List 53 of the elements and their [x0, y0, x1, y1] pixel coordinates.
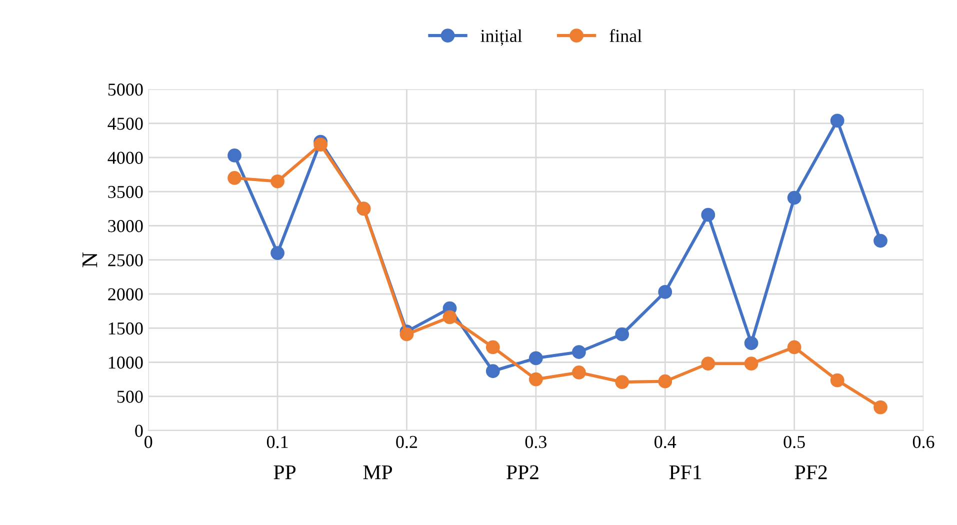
x-tick-label: 0.4 [654, 436, 676, 448]
point [830, 373, 844, 388]
point [874, 234, 888, 248]
point [615, 327, 630, 342]
y-tick-label: 2000 [108, 288, 143, 300]
text: PF2 [794, 465, 827, 480]
point [270, 174, 284, 188]
point [442, 310, 457, 324]
point [658, 374, 672, 388]
point [228, 171, 242, 185]
point [787, 190, 802, 205]
text: PF1 [669, 465, 702, 480]
point [572, 366, 586, 380]
y-tick-label: 1000 [108, 356, 143, 369]
point [658, 285, 672, 299]
text: MP [363, 465, 392, 480]
y-tick-label: 3000 [108, 220, 143, 232]
point [528, 351, 543, 366]
point [744, 356, 758, 371]
y-axis-title: N [82, 252, 98, 268]
point [486, 364, 500, 378]
point [314, 138, 328, 152]
text: PP2 [506, 465, 538, 480]
y-tick-label: 4000 [108, 152, 143, 164]
point [830, 114, 844, 128]
y-tick-label: 5000 [108, 84, 143, 96]
point [572, 345, 586, 359]
x-tick-label: 0.3 [525, 436, 546, 448]
y-tick-label: 2500 [108, 254, 143, 266]
point [615, 375, 630, 389]
y-tick-label: 1500 [108, 322, 143, 335]
x-tick-label: 0.2 [396, 436, 418, 448]
legend-label: final [610, 29, 642, 42]
y-tick-label: 500 [117, 390, 143, 403]
y-tick-label: 0 [135, 424, 143, 437]
point [874, 400, 888, 414]
y-tick-label: 3500 [108, 186, 143, 198]
point [228, 148, 242, 162]
y-tick-label: 4500 [108, 118, 143, 130]
point [744, 336, 758, 350]
point [528, 372, 543, 386]
point [400, 327, 414, 342]
point [486, 340, 500, 354]
x-tick-label: 0.1 [266, 436, 288, 448]
point [787, 340, 802, 354]
point [701, 208, 716, 222]
x-tick-label: 0 [144, 436, 152, 448]
point [270, 246, 284, 260]
point [701, 356, 716, 371]
text: PP [274, 465, 296, 480]
x-tick-label: 0.6 [912, 436, 934, 448]
x-tick-label: 0.5 [784, 436, 805, 448]
legend-label: inițial [480, 29, 522, 46]
